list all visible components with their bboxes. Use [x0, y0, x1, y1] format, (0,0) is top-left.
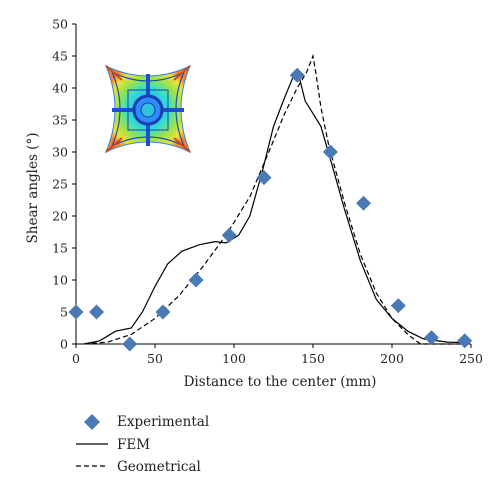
experimental-point: [256, 170, 272, 186]
legend-label-fem: FEM: [117, 437, 150, 453]
legend-item-geometrical: Geometrical: [76, 459, 201, 475]
series-fem-line: [83, 74, 468, 345]
y-tick-label: 0: [60, 337, 68, 352]
y-tick-label: 10: [52, 273, 68, 288]
x-tick-label: 250: [459, 351, 483, 366]
y-tick-label: 30: [52, 145, 68, 160]
y-axis-title: Shear angles (°): [25, 133, 41, 244]
experimental-point: [289, 67, 305, 83]
fem-contour-inset: [105, 64, 191, 154]
y-ticks: 0 5 10 15 20 25 30 35 40 45 50: [52, 17, 76, 352]
x-axis-title: Distance to the center (mm): [184, 374, 377, 390]
experimental-point: [155, 304, 171, 320]
experimental-point: [221, 227, 237, 243]
x-tick-label: 150: [301, 351, 325, 366]
experimental-point: [424, 330, 439, 346]
y-tick-label: 25: [52, 177, 68, 192]
legend-label-experimental: Experimental: [117, 414, 209, 430]
experimental-point: [390, 298, 406, 314]
y-tick-label: 45: [52, 49, 68, 64]
x-tick-label: 0: [72, 351, 80, 366]
experimental-point: [457, 333, 473, 349]
y-tick-label: 50: [52, 17, 68, 32]
experimental-point: [89, 304, 105, 320]
y-tick-label: 35: [52, 113, 68, 128]
legend-diamond-marker: [84, 414, 100, 430]
y-tick-label: 5: [60, 305, 68, 320]
axes: 0 50 100 150 200 250 0 5 10 15 20 25 30 35 40 45 50: [52, 17, 483, 367]
x-tick-label: 100: [222, 351, 246, 366]
legend-label-geometrical: Geometrical: [117, 459, 201, 475]
experimental-point: [68, 304, 84, 320]
plot-area: [68, 53, 473, 352]
y-tick-label: 15: [52, 241, 68, 256]
experimental-point: [322, 144, 338, 160]
experimental-point: [356, 195, 372, 211]
legend: Experimental FEM Geometrical: [76, 414, 209, 475]
y-tick-label: 40: [52, 81, 68, 96]
y-tick-label: 20: [52, 209, 68, 224]
experimental-point: [122, 336, 138, 352]
experimental-point: [188, 272, 204, 288]
series-geometrical-line: [83, 53, 468, 345]
legend-item-fem: FEM: [76, 437, 150, 453]
x-tick-label: 200: [380, 351, 404, 366]
x-ticks: 0 50 100 150 200 250: [72, 344, 483, 366]
x-tick-label: 50: [147, 351, 163, 366]
legend-item-experimental: Experimental: [84, 414, 209, 430]
series-experimental-markers: [68, 67, 473, 352]
